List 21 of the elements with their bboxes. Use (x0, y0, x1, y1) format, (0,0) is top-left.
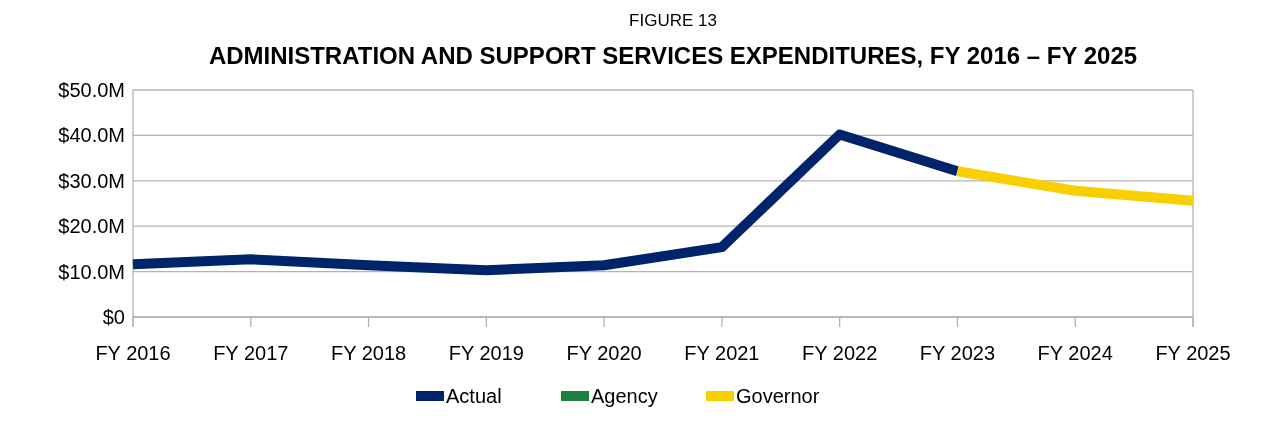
y-tick-label: $50.0M (58, 79, 125, 101)
y-tick-label: $10.0M (58, 260, 125, 283)
x-tick-label: FY 2023 (919, 342, 996, 364)
y-tick-label: $0 (102, 306, 125, 328)
legend-label: Actual (446, 385, 502, 407)
x-tick-label: FY 2017 (213, 342, 289, 364)
x-tick-label: FY 2021 (684, 342, 760, 364)
x-tick-label: FY 2016 (95, 342, 171, 364)
x-tick-label: FY 2022 (802, 342, 878, 364)
legend-label: Agency (591, 385, 658, 407)
y-tick-label: $40.0M (58, 124, 125, 147)
x-tick-label: FY 2018 (330, 342, 407, 364)
y-tick-label: $20.0M (58, 215, 125, 238)
legend-label: Governor (736, 385, 820, 407)
x-tick-label: FY 2025 (1155, 342, 1231, 364)
y-tick-label: $30.0M (58, 169, 125, 192)
x-tick-label: FY 2019 (448, 342, 524, 364)
x-tick-label: FY 2024 (1037, 342, 1113, 364)
x-tick-label: FY 2020 (566, 342, 642, 364)
chart-title: ADMINISTRATION AND SUPPORT SERVICES EXPENDITURES, FY 2016 – FY 2025 (208, 42, 1138, 69)
chart-subtitle: FIGURE 13 (629, 11, 717, 30)
